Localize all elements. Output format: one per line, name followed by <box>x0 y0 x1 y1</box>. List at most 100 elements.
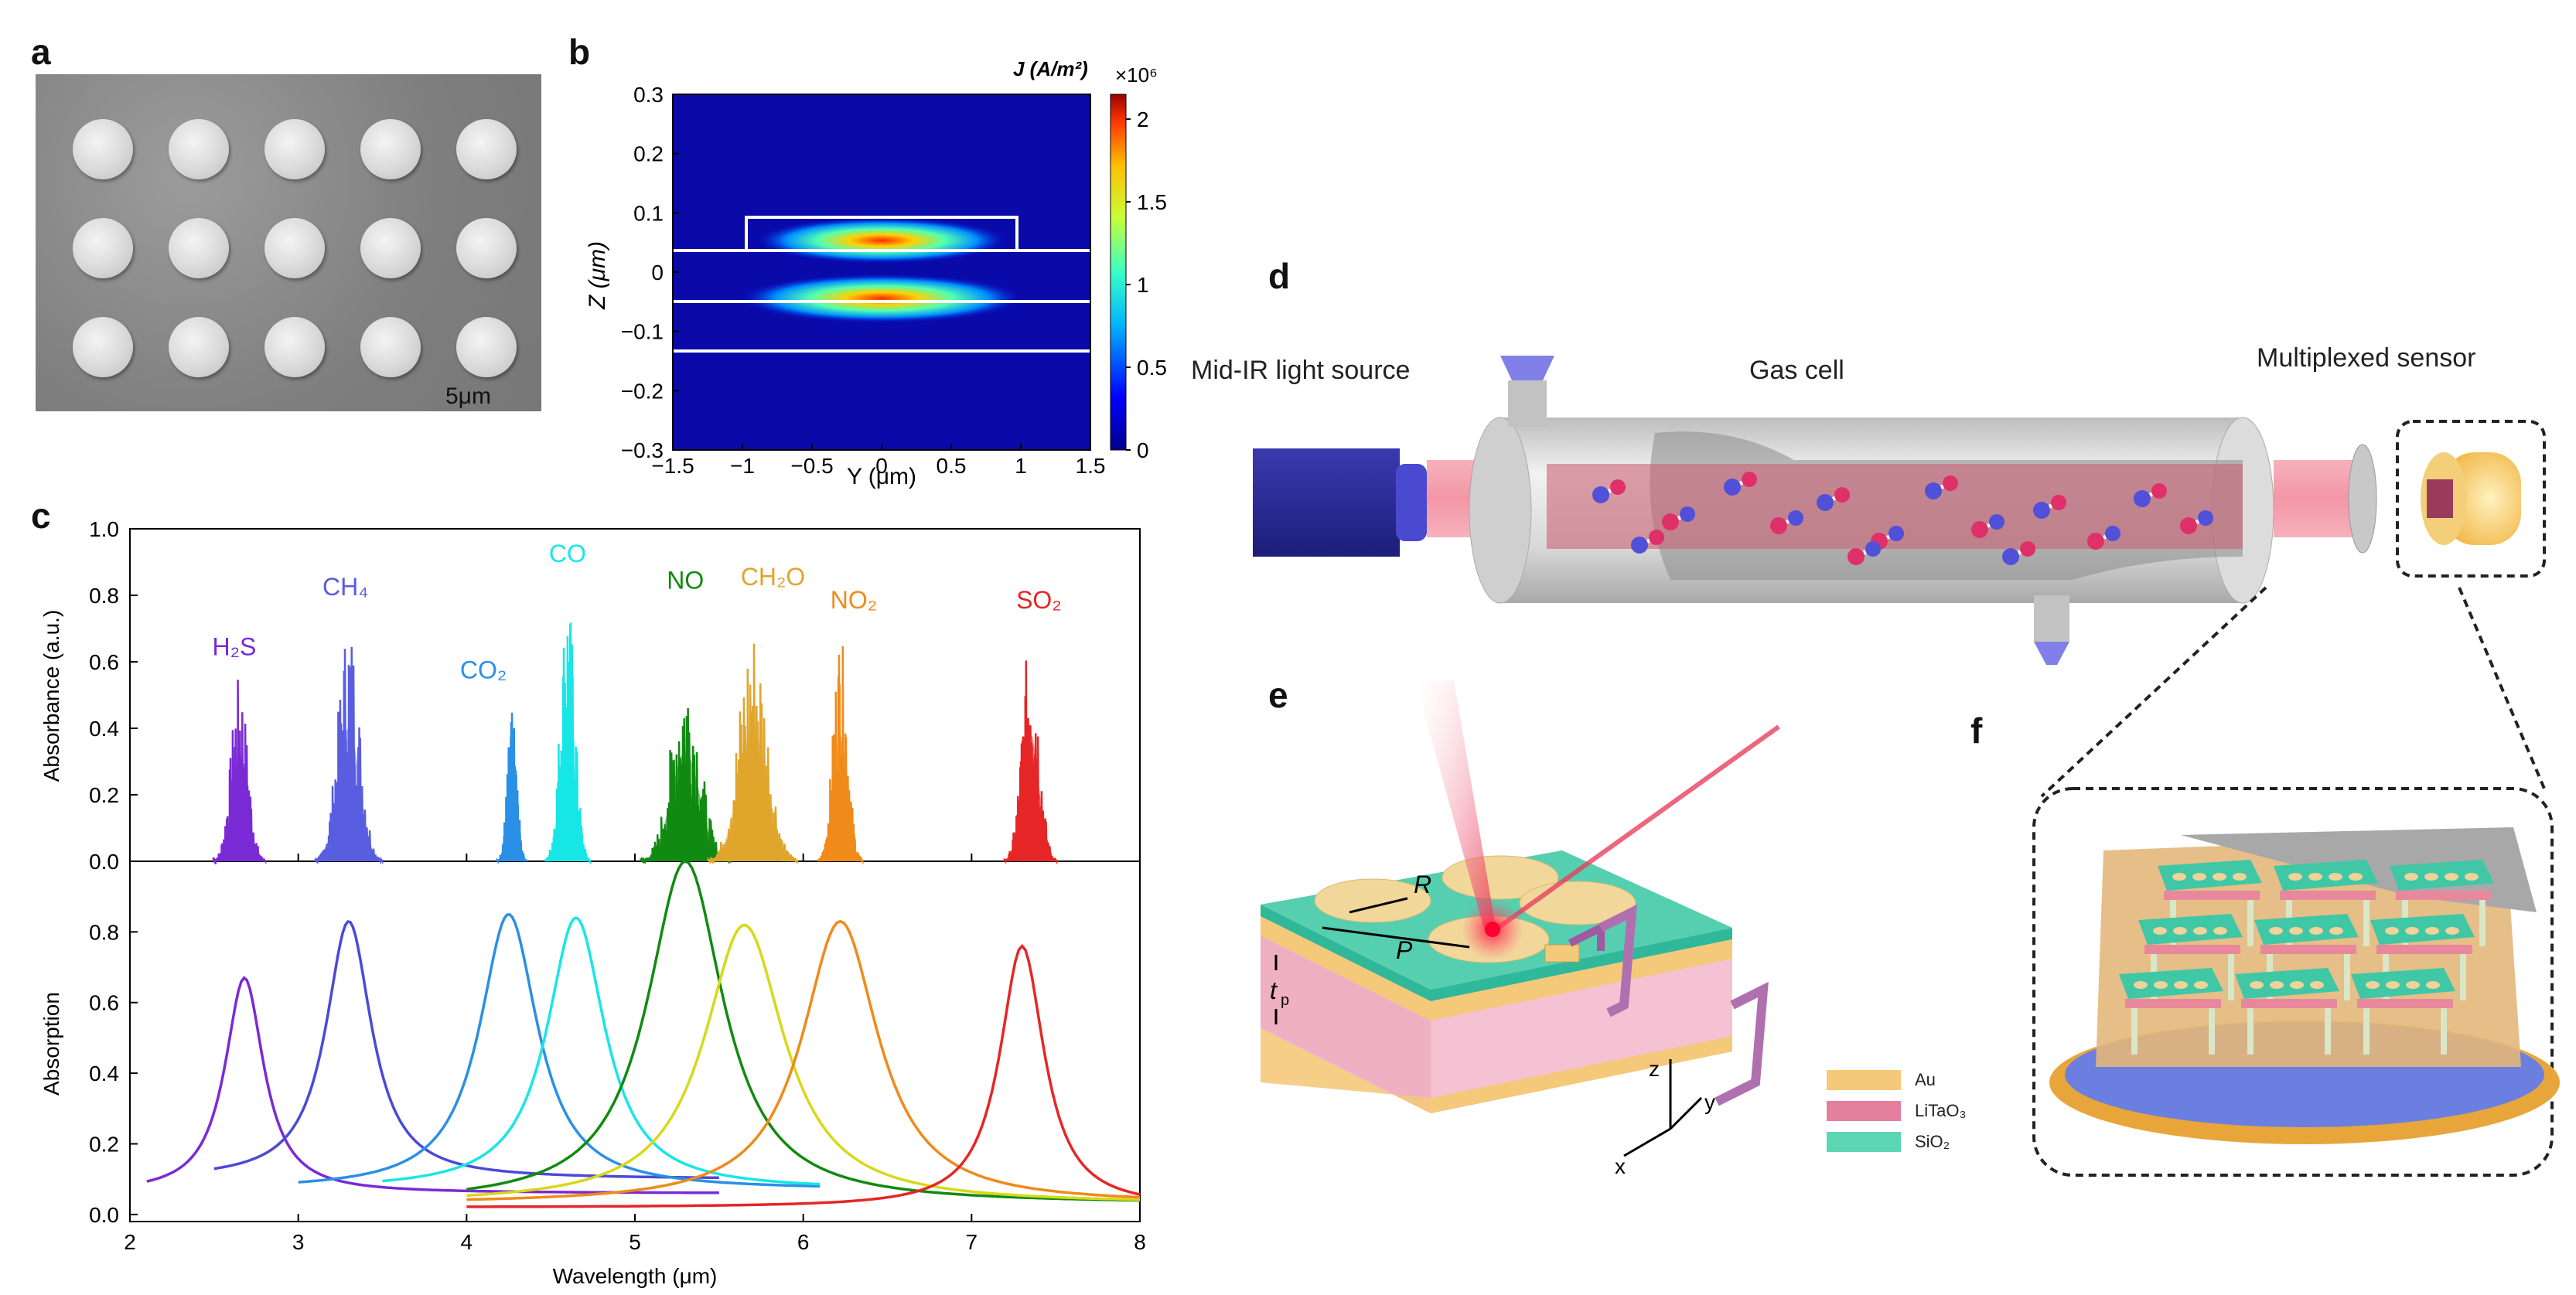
molecule <box>2002 541 2035 565</box>
gas-label: H₂S <box>213 632 257 660</box>
absorption-curve <box>466 919 1141 1201</box>
nanodisk <box>169 218 229 278</box>
device-schematic: R P t p z x y <box>1261 680 1780 1175</box>
panel-label-b: b <box>568 32 591 72</box>
top-y-tick-label: 0.0 <box>89 850 119 874</box>
absorption-curve <box>382 916 821 1186</box>
legend-au-swatch <box>1827 1070 1901 1090</box>
y-tick-label: −0.2 <box>621 379 664 403</box>
colorbar-title: J (A/m²) <box>1013 57 1088 80</box>
bottom-y-tick-label: 0.2 <box>89 1132 119 1156</box>
top-y-tick-label: 0.6 <box>89 650 119 674</box>
y-tick-label: −0.1 <box>621 320 664 344</box>
x-tick-label: 4 <box>461 1230 473 1254</box>
label-r: R <box>1414 871 1431 898</box>
absorption-curve <box>466 923 1140 1201</box>
sensor-zoom-box <box>2396 420 2546 578</box>
p-arrow <box>1322 926 1470 949</box>
x-tick-label: 8 <box>1134 1230 1146 1254</box>
electrode-wire-1 <box>1598 904 1637 1017</box>
molecule <box>1925 475 1958 499</box>
bottom-y-axis-label: Absorption <box>39 992 63 1096</box>
colorbar-tick-label: 2 <box>1137 107 1149 131</box>
gas-cell-label: Gas cell <box>1749 356 1844 385</box>
y-tick-label: 0.3 <box>633 83 664 107</box>
top-y-axis-label: Absorbance (a.u.) <box>39 610 63 782</box>
light-source-label: Mid-IR light source <box>1191 356 1411 385</box>
molecule <box>1848 541 1881 565</box>
axis-x: x <box>1615 1154 1626 1175</box>
molecule <box>1817 487 1850 511</box>
gas-label: CH₂O <box>741 563 806 591</box>
nanodisk <box>264 218 325 278</box>
gas-label: CO₂ <box>460 656 507 684</box>
x-tick-label: 7 <box>966 1230 978 1254</box>
light-source-box <box>1253 448 1400 557</box>
molecule <box>2134 483 2167 507</box>
beam-out <box>2274 460 2359 537</box>
sensor-chip <box>2235 968 2339 1055</box>
absorption-curve <box>213 919 719 1180</box>
nanodisk <box>456 218 517 278</box>
sem-image: 5μm <box>36 74 541 411</box>
label-tp: t <box>1270 976 1278 1004</box>
y-axis-ticks: 0.3 0.2 0.1 0 −0.1 −0.2 −0.3 <box>621 83 679 462</box>
gas-cell-illustration <box>1253 356 2546 665</box>
nanodisk <box>456 317 517 377</box>
nanodisk <box>264 317 325 377</box>
colorbar-tick-label: 1.5 <box>1137 190 1167 214</box>
absorbance-band <box>707 643 799 864</box>
molecule <box>2087 526 2121 550</box>
bottom-y-tick-label: 0.4 <box>89 1062 119 1085</box>
x-axis-ticks: −1.5 −1 −0.5 0 0.5 1 1.5 <box>651 444 1105 478</box>
sensor-chip <box>2351 968 2455 1055</box>
gas-label: CO <box>549 540 586 567</box>
disk-1 <box>1314 878 1431 923</box>
panel-label-c: c <box>31 496 51 536</box>
sensor-chip <box>2427 479 2453 518</box>
molecule <box>1662 506 1695 530</box>
gas-inlet <box>1508 380 1547 427</box>
spectra-chart: H₂S CH₄ CO₂ CO NO CH₂O NO₂ SO₂ 2 3 4 5 6 7 8 1.0 0.8 0.6… <box>39 517 1146 1288</box>
colorbar-tick-label: 0 <box>1137 438 1149 462</box>
gas-label: CH₄ <box>322 573 368 601</box>
absorbance-band <box>212 680 267 865</box>
gas-outlet <box>2034 595 2069 642</box>
y-tick-label: 0 <box>651 261 664 285</box>
nanodisk <box>456 119 517 179</box>
x-tick-label: 6 <box>797 1230 810 1254</box>
absorbance-band <box>544 622 591 865</box>
absorption-curve <box>146 976 719 1194</box>
top-y-tick-label: 0.4 <box>89 717 119 741</box>
bottom-y-tick-label: 0.6 <box>89 991 119 1015</box>
molecule <box>2180 510 2213 534</box>
molecule <box>1770 510 1803 534</box>
gas-label: SO₂ <box>1016 586 1062 614</box>
nanodisk <box>169 119 229 179</box>
nanodisk <box>73 317 133 377</box>
legend-sio2-label: SiO₂ <box>1915 1132 1950 1151</box>
absorption-series <box>146 860 1141 1208</box>
laser-beam <box>1415 680 1496 932</box>
x-tick-label: 3 <box>292 1230 305 1254</box>
absorption-curve <box>466 860 1141 1202</box>
current-hotspot-lower <box>739 274 1025 323</box>
bottom-plot-frame <box>129 860 1141 1222</box>
absorbance-series: H₂S CH₄ CO₂ CO NO CH₂O NO₂ SO₂ <box>212 540 1062 865</box>
y-tick-label: 0.1 <box>633 201 664 225</box>
nanodisk <box>360 218 421 278</box>
legend-sio2-swatch <box>1827 1132 1901 1152</box>
sensor-label: Multiplexed sensor <box>2257 343 2476 373</box>
bottom-y-tick-label: 0.8 <box>89 920 119 944</box>
scale-bar-label: 5μm <box>445 383 491 409</box>
current-hotspot-upper <box>754 217 1009 264</box>
colorbar-tick-label: 0.5 <box>1137 356 1167 380</box>
x-tick-label: −0.5 <box>790 454 833 478</box>
absorbance-band <box>1003 660 1058 865</box>
sensor-chip <box>2138 914 2243 1000</box>
colorbar <box>1110 94 1127 451</box>
x-tick-label: −1 <box>730 454 755 478</box>
absorbance-band <box>496 712 528 865</box>
top-y-tick-label: 0.8 <box>89 584 119 608</box>
sensor-chips <box>2119 860 2494 1055</box>
